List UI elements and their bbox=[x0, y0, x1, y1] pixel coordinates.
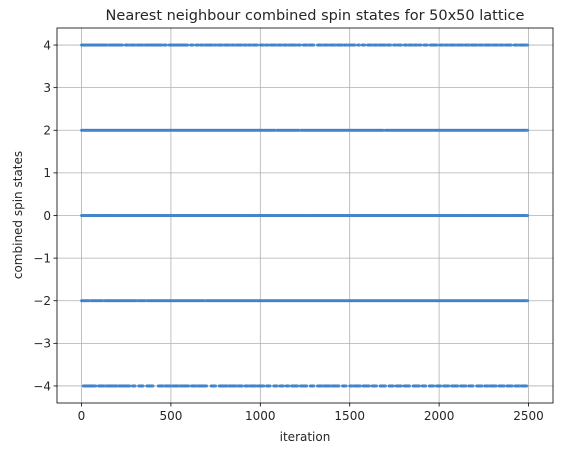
data-point bbox=[432, 384, 436, 388]
data-point bbox=[312, 43, 316, 47]
data-point bbox=[205, 384, 209, 388]
data-point bbox=[456, 384, 460, 388]
data-point bbox=[526, 299, 530, 303]
data-point bbox=[392, 384, 395, 388]
x-axis-label: iteration bbox=[280, 430, 331, 444]
data-point bbox=[419, 43, 423, 47]
y-tick-label: −1 bbox=[33, 251, 51, 265]
y-tick-label: −3 bbox=[33, 337, 51, 351]
x-tick-label: 1000 bbox=[245, 409, 276, 423]
data-point bbox=[525, 384, 529, 388]
data-point bbox=[426, 43, 429, 47]
data-point bbox=[363, 43, 367, 47]
data-point bbox=[305, 384, 309, 388]
y-tick-label: −2 bbox=[33, 294, 51, 308]
data-point bbox=[502, 384, 506, 388]
data-point bbox=[121, 43, 125, 47]
data-point bbox=[164, 43, 168, 47]
data-point bbox=[510, 43, 513, 47]
data-point bbox=[296, 384, 300, 388]
data-point bbox=[94, 384, 98, 388]
data-point bbox=[151, 384, 155, 388]
data-point bbox=[526, 128, 530, 132]
data-point bbox=[275, 384, 279, 388]
data-point bbox=[435, 43, 439, 47]
data-point bbox=[447, 384, 451, 388]
data-point bbox=[337, 384, 341, 388]
data-point bbox=[358, 43, 361, 47]
data-point bbox=[375, 384, 378, 388]
data-point bbox=[494, 384, 498, 388]
data-point bbox=[344, 384, 348, 388]
data-point bbox=[262, 384, 266, 388]
data-point bbox=[353, 43, 357, 47]
data-point bbox=[312, 384, 316, 388]
y-tick-label: 2 bbox=[43, 124, 51, 138]
data-point bbox=[464, 384, 468, 388]
data-point bbox=[141, 384, 145, 388]
data-point bbox=[287, 384, 291, 388]
x-tick-label: 2000 bbox=[424, 409, 455, 423]
x-tick-label: 0 bbox=[78, 409, 86, 423]
chart-title: Nearest neighbour combined spin states f… bbox=[106, 8, 525, 24]
data-point bbox=[526, 43, 530, 47]
data-point bbox=[128, 384, 132, 388]
data-point bbox=[439, 384, 443, 388]
data-point bbox=[526, 214, 530, 217]
data-point bbox=[358, 384, 362, 388]
data-point bbox=[471, 384, 475, 388]
x-axis-ticks: 0 500 1000 1500 2000 2500 bbox=[78, 403, 544, 423]
data-point bbox=[191, 43, 195, 47]
data-point bbox=[480, 384, 484, 388]
data-point bbox=[408, 384, 412, 388]
x-tick-label: 500 bbox=[159, 409, 182, 423]
data-point bbox=[282, 384, 285, 388]
data-point bbox=[389, 43, 393, 47]
data-point bbox=[417, 384, 421, 388]
data-point bbox=[240, 384, 244, 388]
y-tick-label: 1 bbox=[43, 166, 51, 180]
y-tick-label: 4 bbox=[43, 38, 51, 52]
data-point bbox=[268, 384, 272, 388]
data-point bbox=[299, 43, 302, 47]
data-point bbox=[510, 384, 514, 388]
data-point bbox=[367, 384, 371, 388]
data-point bbox=[186, 43, 190, 47]
y-tick-label: 3 bbox=[43, 81, 51, 95]
data-point bbox=[133, 384, 137, 388]
x-tick-label: 2500 bbox=[513, 409, 544, 423]
x-tick-label: 1500 bbox=[334, 409, 365, 423]
data-point bbox=[256, 43, 260, 47]
data-point bbox=[384, 384, 387, 388]
data-point bbox=[400, 43, 403, 47]
data-points bbox=[80, 43, 530, 388]
data-point bbox=[424, 384, 428, 388]
y-tick-label: −4 bbox=[33, 379, 51, 393]
data-point bbox=[400, 384, 403, 388]
data-point bbox=[214, 384, 218, 388]
y-tick-label: 0 bbox=[43, 209, 51, 223]
y-axis-label: combined spin states bbox=[11, 151, 25, 279]
y-axis-ticks: 4 3 2 1 0 −1 −2 −3 −4 bbox=[33, 38, 57, 393]
data-point bbox=[187, 384, 191, 388]
